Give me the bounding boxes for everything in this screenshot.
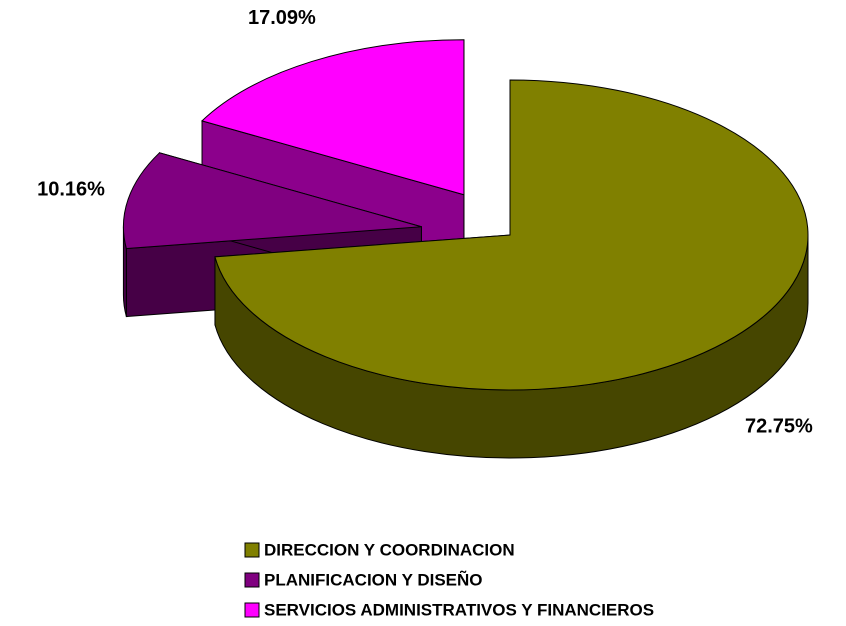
legend-swatch: [244, 572, 260, 588]
data-label: 72.75%: [745, 415, 813, 437]
legend-label: DIRECCION Y COORDINACION: [264, 540, 515, 559]
slice: [214, 79, 809, 391]
legend-swatch: [244, 602, 260, 618]
data-label: 17.09%: [248, 7, 316, 29]
slice: [201, 39, 465, 196]
legend-label: PLANIFICACION Y DISEÑO: [264, 569, 483, 589]
data-label: 10.16%: [37, 179, 105, 201]
slice: [122, 152, 422, 250]
legend-label: SERVICIOS ADMINISTRATIVOS Y FINANCIEROS: [264, 600, 654, 619]
legend-swatch: [244, 542, 260, 558]
